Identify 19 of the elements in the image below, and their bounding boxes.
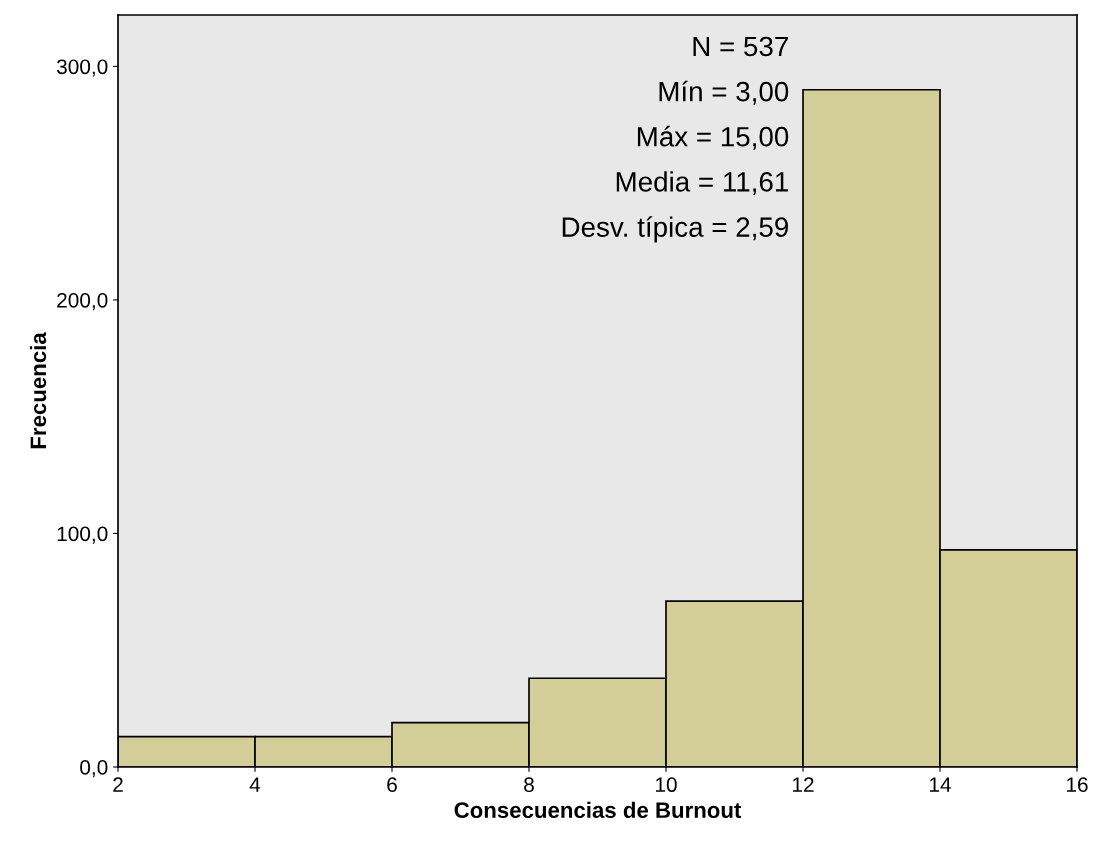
y-tick-label: 200,0: [57, 292, 108, 311]
x-tick-label: 4: [249, 777, 261, 792]
annotation: Media = 11,61: [616, 171, 788, 195]
y-tick-label: 300,0: [56, 59, 108, 77]
x-axis-title: Consecuencias de Burnout: [454, 801, 742, 819]
annotation: Mín = 3,00: [659, 80, 789, 105]
x-tick-label: 8: [524, 777, 534, 793]
y-axis-title: Frecuencia: [29, 332, 47, 449]
x-tick-label: 16: [1067, 777, 1088, 793]
x-tick-label: 10: [656, 777, 677, 793]
x-tick-label: 14: [930, 777, 951, 792]
annotation: Máx = 15,00: [637, 125, 789, 150]
x-tick-label: 12: [793, 777, 814, 792]
annotation: Desv. típica = 2,59: [562, 216, 788, 243]
x-tick-label: 2: [113, 777, 123, 792]
annotation: N = 537: [693, 36, 788, 57]
x-tick-label: 6: [387, 777, 397, 793]
y-tick-label: 0,0: [80, 760, 108, 778]
y-tick-label: 100,0: [57, 526, 108, 544]
